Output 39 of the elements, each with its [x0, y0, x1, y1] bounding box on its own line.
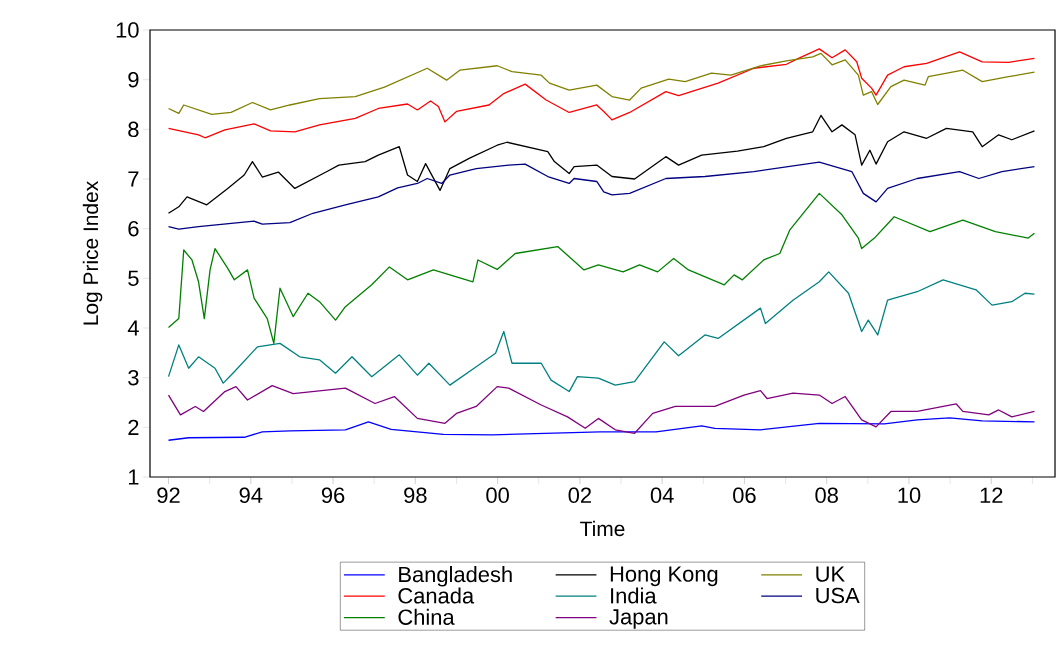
- x-tick-label: 08: [815, 487, 838, 504]
- legend-label: Japan: [609, 609, 668, 629]
- line-series: [167, 114, 1036, 214]
- line-series: [167, 52, 1036, 116]
- y-tick-label: 1: [128, 469, 139, 485]
- legend-label: USA: [816, 587, 860, 604]
- y-axis-title: Log Price Index: [82, 181, 103, 325]
- y-tick-label: 10: [116, 22, 139, 38]
- x-tick-label: 10: [898, 487, 921, 504]
- line-series: [167, 271, 1036, 393]
- x-tick-label: 94: [239, 487, 263, 504]
- legend-label: China: [398, 608, 455, 625]
- y-tick-label: 4: [127, 320, 139, 336]
- y-tick-label: 5: [128, 270, 139, 286]
- x-tick-label: 98: [404, 487, 427, 504]
- x-tick-label: 06: [733, 487, 756, 504]
- y-tick-label: 7: [128, 171, 139, 187]
- legend-label: Hong Kong: [610, 566, 718, 587]
- y-tick-label: 8: [128, 121, 139, 138]
- y-tick-label: 6: [128, 220, 139, 237]
- legend-label: Bangladesh: [399, 566, 512, 587]
- x-axis-title: Time: [580, 520, 625, 537]
- x-tick-label: 04: [650, 487, 674, 504]
- line-series: [167, 384, 1036, 434]
- legend-label: India: [611, 587, 657, 604]
- line-series: [167, 417, 1036, 441]
- line-series: [167, 192, 1036, 345]
- x-tick-label: 00: [486, 487, 509, 504]
- legend-label: Canada: [398, 587, 475, 604]
- y-tick-label: 2: [128, 419, 139, 435]
- x-tick-label: 12: [980, 487, 1003, 503]
- y-tick-label: 3: [128, 369, 139, 386]
- legend-label: UK: [816, 566, 845, 582]
- line-series: [167, 161, 1036, 230]
- y-tick-label: 9: [128, 71, 139, 88]
- x-tick-label: 02: [568, 487, 591, 504]
- line-series: [167, 48, 1036, 139]
- x-tick-label: 96: [321, 487, 345, 504]
- x-tick-label: 92: [157, 487, 180, 504]
